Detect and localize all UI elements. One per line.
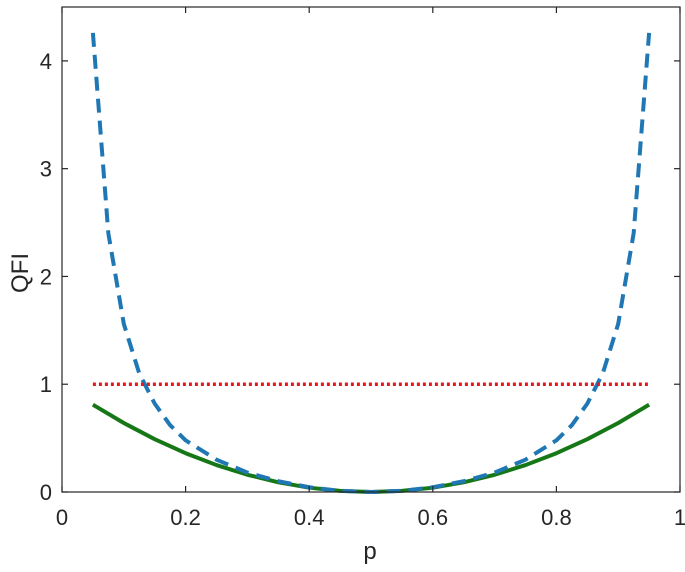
- y-tick-label: 0: [40, 480, 52, 505]
- axes: 0 0.2 0.4 0.6 0.8 1 0 1 2 3 4: [40, 6, 685, 530]
- x-tick-label: 0: [56, 505, 68, 530]
- plot-area: [90, 32, 652, 494]
- x-tick-label: 1: [674, 505, 685, 530]
- y-axis-label: QFI: [7, 253, 34, 293]
- y-tick-label: 1: [40, 372, 52, 397]
- y-tick-label: 4: [40, 49, 52, 74]
- series-line-solid: [91, 402, 651, 494]
- series-line-dashed: [90, 32, 652, 494]
- axes-box: [61, 6, 681, 493]
- y-tick-label: 2: [40, 264, 52, 289]
- x-tick-label: 0.2: [170, 505, 201, 530]
- x-tick-label: 0.8: [541, 505, 572, 530]
- x-tick-label: 0.6: [418, 505, 449, 530]
- x-tick-label: 0.4: [294, 505, 325, 530]
- y-tick-label: 3: [40, 157, 52, 182]
- x-axis-label: p: [363, 538, 376, 565]
